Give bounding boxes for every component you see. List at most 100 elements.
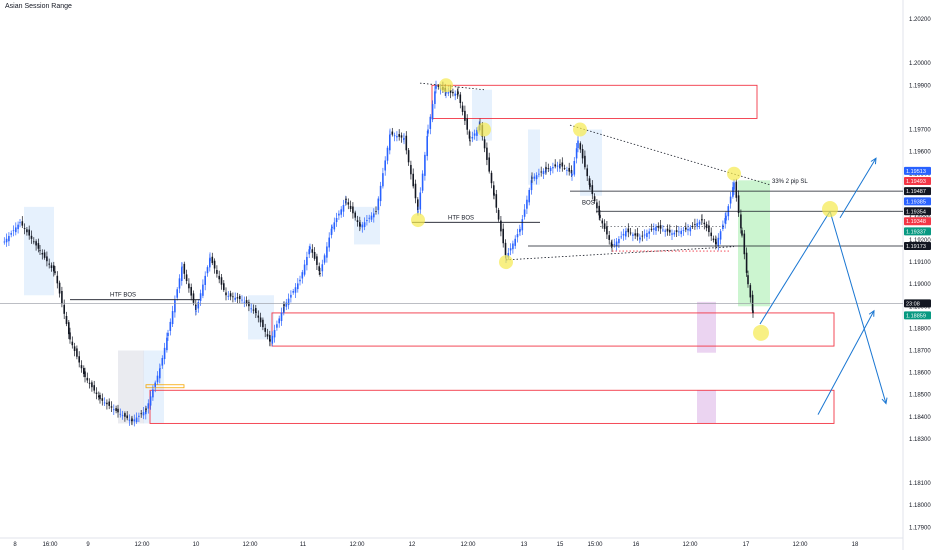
candle-body: [435, 85, 437, 89]
candle-body: [410, 164, 412, 175]
candle-body: [236, 297, 239, 299]
candle-body: [95, 392, 98, 394]
candle-body: [749, 285, 752, 298]
candle-body: [689, 227, 692, 232]
projection-down: [829, 211, 887, 404]
candle-body: [615, 241, 618, 246]
range-box: [118, 350, 144, 424]
candle-body: [417, 211, 419, 213]
candle-body: [335, 218, 338, 223]
session-box: [580, 129, 602, 196]
candle-body: [375, 211, 377, 212]
candle-body: [712, 238, 715, 241]
candle-body: [110, 406, 113, 408]
candle-body: [65, 315, 68, 324]
candle-body: [407, 150, 410, 163]
time-tick-label: 15:00: [587, 542, 603, 548]
candle-body: [743, 233, 746, 255]
candle-body: [715, 241, 717, 245]
candle-body: [611, 244, 613, 247]
candle-body: [469, 140, 471, 142]
candle-body: [417, 199, 419, 211]
candle-body: [509, 248, 512, 251]
candle-body: [340, 209, 342, 215]
projection-up-lower: [817, 310, 875, 415]
price-tick-label: 1.18600: [909, 371, 931, 377]
price-badge: [904, 166, 931, 175]
purple-zone: [697, 301, 716, 353]
candle-body: [634, 233, 636, 236]
candle-body: [618, 239, 620, 244]
candle-body: [424, 154, 426, 176]
candle-body: [331, 226, 333, 229]
candle-body: [528, 189, 530, 203]
candle-body: [488, 157, 490, 172]
candle-body: [500, 220, 502, 232]
candle-body: [101, 398, 104, 401]
candle-body: [733, 182, 735, 190]
candle-body: [273, 330, 276, 338]
price-badge-text: 1.19348: [906, 219, 926, 225]
candle-body: [166, 337, 168, 351]
grid-layer: [0, 0, 904, 550]
candle-body: [747, 275, 749, 285]
price-tick-label: 1.20200: [909, 17, 931, 23]
candle-body: [209, 257, 211, 262]
candle-body: [163, 347, 166, 360]
price-badge: [904, 241, 931, 250]
candle-body: [176, 289, 178, 298]
candle-body: [400, 135, 403, 138]
candle-body: [452, 91, 454, 94]
candle-body: [294, 287, 297, 293]
candle-body: [561, 162, 564, 167]
candle-body: [142, 412, 145, 416]
candle-body: [554, 164, 556, 167]
candle-body: [213, 260, 216, 269]
candle-body: [740, 214, 742, 229]
candle-body: [586, 168, 588, 177]
time-tick-label: 16:00: [42, 542, 58, 548]
price-tick-label: 1.18000: [909, 503, 931, 509]
highlight-circle: [499, 255, 513, 270]
candle-body: [202, 284, 204, 296]
candle-body: [264, 327, 266, 332]
projection-down-head: [881, 397, 888, 405]
candle-body: [190, 287, 192, 296]
candle-body: [519, 228, 521, 232]
candle-body: [732, 187, 734, 197]
price-badge: [904, 176, 931, 185]
price-badge-text: 1.19493: [906, 179, 926, 185]
price-badge-text: 1.19513: [906, 169, 926, 175]
candle-body: [673, 232, 676, 235]
candle-body: [398, 134, 400, 137]
price-axis: 1.20200 1.20000 1.19900 1.19700 1.19600 1.195…: [909, 17, 931, 531]
candle-body: [225, 292, 227, 296]
candles-layer: [3, 80, 754, 427]
candle-body: [577, 140, 579, 149]
candle-body: [311, 249, 314, 253]
candle-body: [17, 224, 19, 230]
candle-body: [384, 160, 386, 171]
candle-body: [694, 224, 696, 225]
candle-body: [751, 294, 754, 311]
candle-body: [108, 401, 110, 406]
candle-body: [266, 334, 269, 337]
candle-body: [252, 309, 255, 311]
candle-body: [682, 230, 685, 231]
candle-body: [361, 224, 364, 228]
time-tick-label: 13: [521, 542, 528, 548]
htf-bos-label-mid: HTF BOS: [448, 215, 474, 221]
candle-body: [69, 332, 71, 340]
candle-body: [192, 293, 195, 303]
candle-body: [333, 222, 336, 230]
candle-body: [493, 192, 495, 196]
candle-body: [426, 136, 428, 157]
candle-body: [566, 169, 568, 171]
candle-body: [39, 250, 41, 252]
candle-body: [461, 105, 464, 112]
candle-body: [579, 143, 582, 150]
candle-body: [276, 324, 278, 328]
candle-body: [37, 243, 40, 249]
candle-body: [161, 358, 164, 366]
